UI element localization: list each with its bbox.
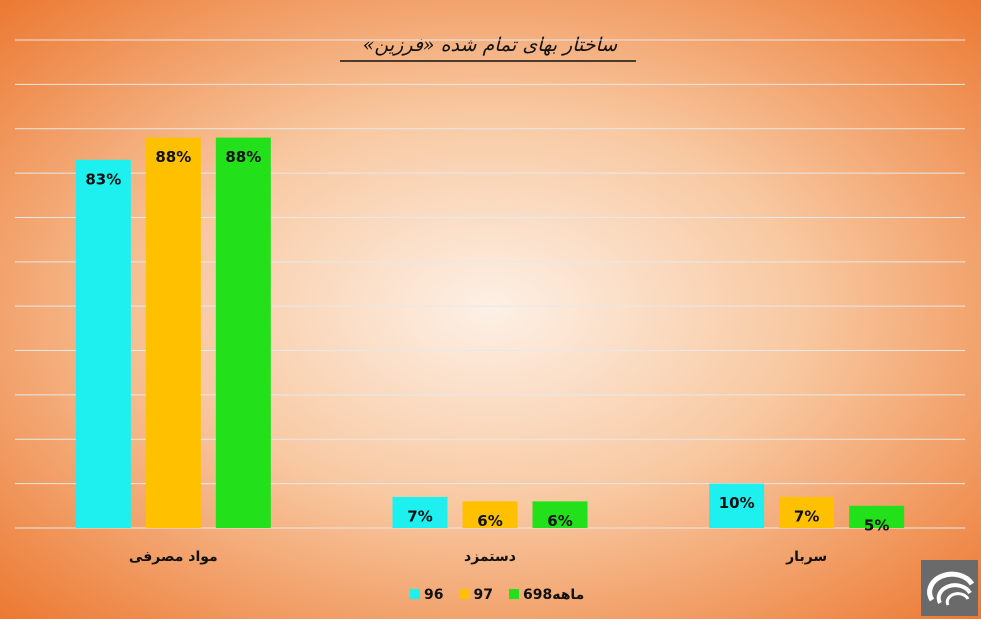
legend-swatch: [508, 589, 519, 599]
bar: [779, 496, 835, 528]
value-label: 5%: [864, 516, 889, 534]
value-label: 7%: [407, 507, 432, 525]
chart-title: ساختار بهای تمام شده «فرزین»: [363, 34, 619, 56]
value-label: 7%: [794, 507, 819, 525]
logo-arc: [927, 571, 975, 602]
x-tick-label: سربار: [785, 549, 827, 565]
x-tick-label: مواد مصرفی: [129, 549, 218, 565]
legend-label: 97: [473, 587, 492, 603]
value-label: 88%: [225, 148, 261, 166]
legend-label: 96: [424, 587, 443, 603]
bar: [215, 137, 271, 528]
legend-swatch: [459, 589, 470, 599]
logo: [921, 560, 978, 616]
value-label: 88%: [155, 148, 191, 166]
bar: [75, 159, 131, 529]
x-tick-label: دستمزد: [464, 549, 516, 565]
value-label: 6%: [547, 512, 572, 530]
logo-arc: [936, 583, 972, 604]
value-label: 6%: [477, 512, 502, 530]
value-label: 83%: [85, 170, 121, 188]
bar: [392, 496, 448, 528]
value-label: 10%: [719, 494, 755, 512]
bar: [145, 137, 201, 528]
logo-arc: [945, 592, 970, 606]
bar: [849, 505, 905, 528]
bar: [462, 501, 518, 528]
bar: [709, 483, 765, 528]
bar: [532, 501, 588, 528]
legend-label: 6ماهه98: [523, 587, 584, 603]
legend-swatch: [410, 589, 420, 599]
